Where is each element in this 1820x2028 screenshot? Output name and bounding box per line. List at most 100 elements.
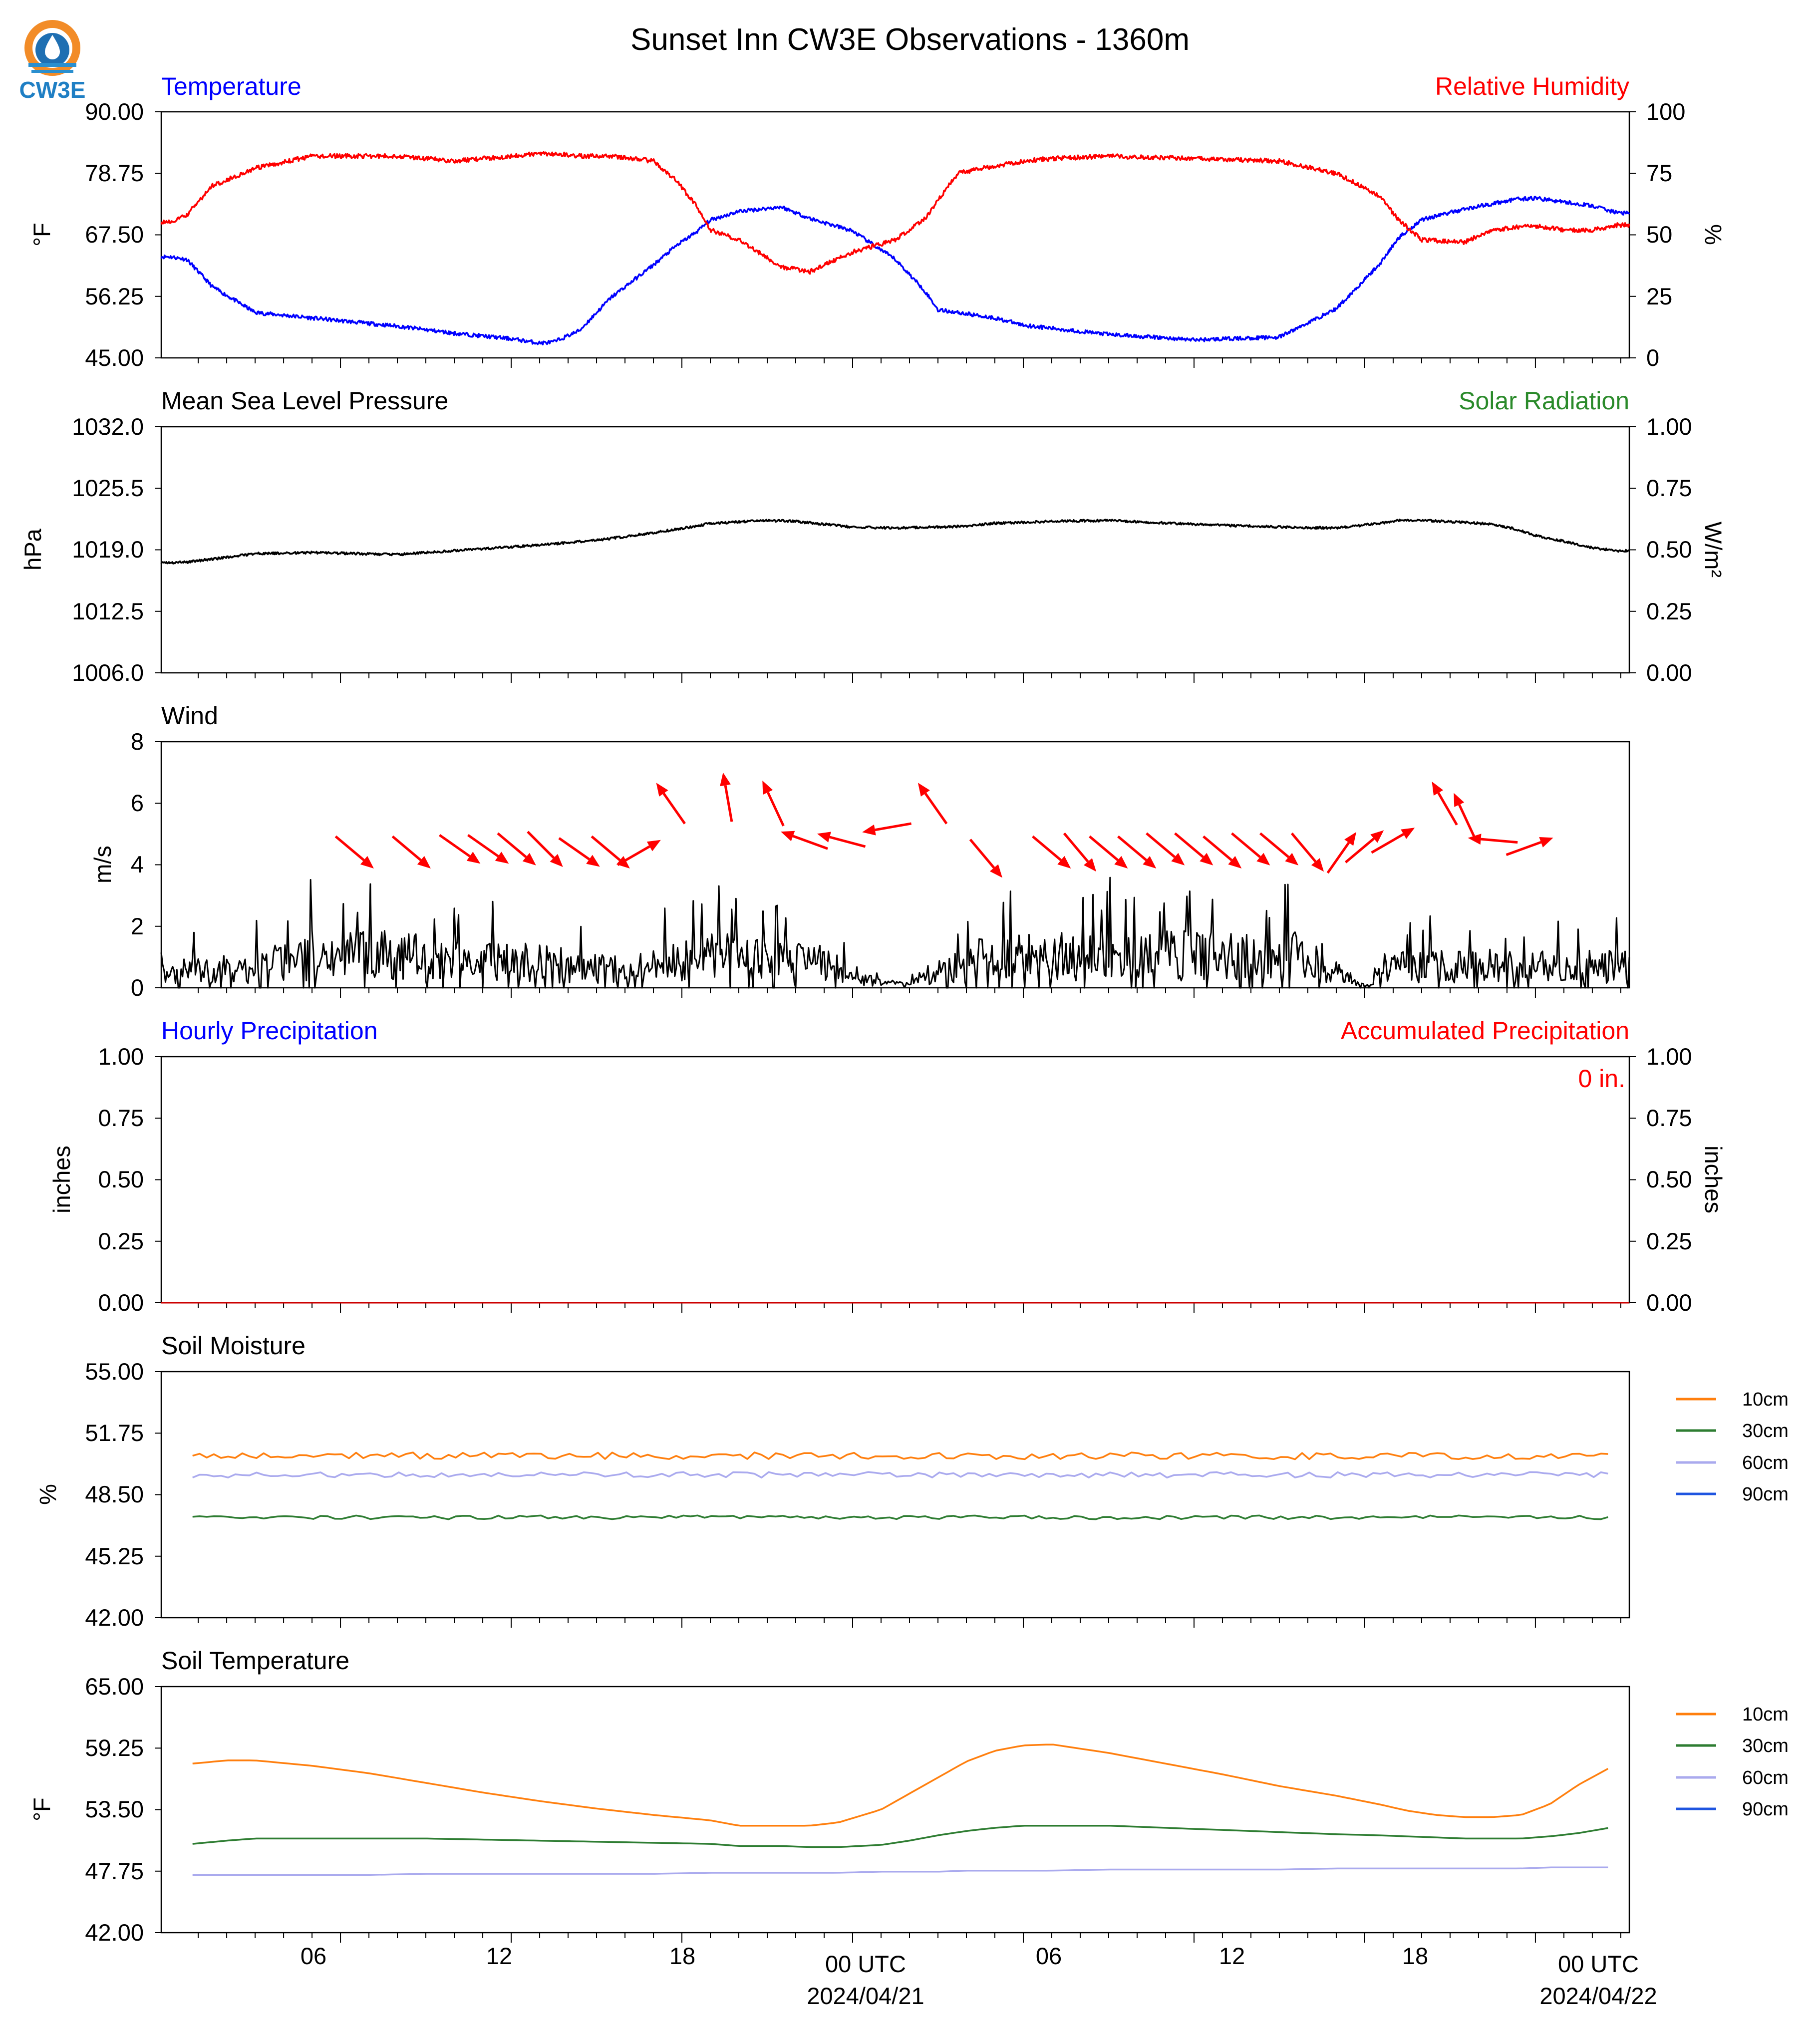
ytick-3: 56.25	[85, 283, 144, 309]
ytick-1: 78.75	[85, 160, 144, 186]
wind-arrow-head-4	[522, 853, 536, 866]
wind-arrow-shaft-4	[497, 832, 527, 859]
ytick-0: 90.00	[85, 98, 144, 125]
ylabel-right: %	[1700, 224, 1727, 245]
ylabel-left: %	[34, 1484, 61, 1505]
ytick-right-3: 25	[1646, 283, 1672, 309]
xtick-label-00utc: 00 UTC	[1558, 1951, 1639, 1977]
ytick-2: 48.50	[85, 1481, 144, 1507]
wind-arrow-shaft-0	[334, 835, 365, 862]
wind-arrow-shaft-8	[616, 845, 650, 866]
ytick-right-0: 100	[1646, 98, 1685, 125]
ytick-right-1: 0.75	[1646, 1105, 1692, 1131]
wind-arrow-head-0	[360, 856, 374, 869]
wind-arrow-shaft-25	[1259, 832, 1289, 859]
ylabel-left: m/s	[89, 846, 116, 883]
wind-arrow-shaft-33	[1506, 841, 1541, 856]
wind-arrow-shaft-29	[1371, 833, 1404, 854]
ytick-0: 1.00	[98, 1043, 144, 1070]
soil-temperature-10cm-line	[192, 1743, 1609, 1827]
wind-arrow-shaft-20	[1117, 835, 1148, 862]
wind-title: Wind	[161, 702, 218, 730]
wind-arrow-shaft-7	[591, 835, 621, 862]
ytick-right-0: 1.00	[1646, 1043, 1692, 1070]
ytick-right-2: 0.50	[1646, 536, 1692, 563]
wind-arrow-shaft-14	[875, 822, 912, 832]
legend-label-60cm: 60cm	[1742, 1767, 1789, 1788]
logo-text: CW3E	[19, 77, 86, 103]
xtick-label-06: 06	[1036, 1943, 1062, 1969]
wind-arrow-shaft-23	[1203, 835, 1232, 862]
wind-arrow-head-11	[762, 780, 773, 795]
wind-arrow-head-32	[1468, 834, 1482, 845]
wind-arrow-head-31	[1454, 793, 1465, 807]
ytick-4: 42.00	[85, 1604, 144, 1631]
ytick-right-0: 1.00	[1646, 413, 1692, 440]
wind-arrow-head-3	[495, 852, 509, 864]
wind-arrow-shaft-9	[662, 793, 686, 825]
xtick-label-18: 18	[1402, 1943, 1428, 1969]
ytick-right-1: 0.75	[1646, 475, 1692, 501]
ytick-1: 51.75	[85, 1420, 144, 1446]
ytick-4: 1006.0	[72, 659, 144, 686]
wind-arrow-shaft-31	[1458, 804, 1476, 839]
wind-arrow-head-12	[781, 831, 795, 842]
ytick-right-3: 0.25	[1646, 1228, 1692, 1254]
wind-arrow-shaft-27	[1326, 842, 1350, 874]
wind-arrow-shaft-16	[969, 839, 995, 869]
wind-arrow-head-23	[1228, 856, 1242, 869]
ytick-0: 1032.0	[72, 413, 144, 440]
soil-moisture-60cm-line	[192, 1471, 1608, 1479]
wind-arrow-shaft-26	[1290, 832, 1317, 863]
ytick-3: 0.25	[98, 1228, 144, 1254]
xtick-label-12: 12	[486, 1943, 512, 1969]
wind-arrow-head-14	[862, 824, 876, 836]
wind-arrow-shaft-30	[1437, 792, 1458, 826]
ytick-1: 59.25	[85, 1735, 144, 1761]
ylabel-right: inches	[1700, 1146, 1727, 1213]
wind-arrow-head-30	[1432, 781, 1444, 796]
x-axis-labels: 06 12 18 00 UTC 06 12 18 00 UTC 2024/04/…	[301, 1943, 1657, 2009]
wind-arrow-head-1	[417, 856, 431, 869]
soil-moisture-30cm-line	[192, 1514, 1608, 1520]
ytick-2: 0.50	[98, 1166, 144, 1192]
temperature-humidity-panel: Temperature Relative Humidity 90.00 78.7…	[28, 72, 1727, 371]
soil-moisture-title: Soil Moisture	[161, 1332, 305, 1360]
figure-title: Sunset Inn CW3E Observations - 1360m	[630, 22, 1190, 57]
wind-arrow-head-26	[1311, 858, 1324, 872]
wind-arrow-head-22	[1200, 853, 1213, 866]
soil-temperature-title: Soil Temperature	[161, 1647, 349, 1675]
xtick-label-06: 06	[301, 1943, 326, 1969]
wind-arrow-head-6	[586, 855, 600, 867]
wind-arrow-shaft-11	[767, 792, 785, 827]
accum-precip-total: 0 in.	[1578, 1065, 1625, 1093]
wind-arrow-head-9	[656, 783, 668, 797]
ytick-4: 0.00	[98, 1289, 144, 1316]
humidity-title: Relative Humidity	[1435, 72, 1629, 100]
wind-arrow-shaft-10	[724, 785, 733, 822]
solar-title: Solar Radiation	[1459, 387, 1629, 415]
ytick-right-4: 0.00	[1646, 659, 1692, 686]
wind-arrow-shaft-21	[1146, 832, 1176, 859]
wind-arrow-shaft-1	[391, 835, 422, 862]
wind-arrow-shaft-28	[1344, 838, 1375, 864]
pressure-line	[160, 519, 1630, 565]
wind-arrow-head-8	[646, 840, 661, 852]
plot-layer	[155, 111, 1636, 1943]
ytick-2: 4	[131, 851, 144, 877]
date-label-2: 2024/04/22	[1539, 1983, 1657, 2009]
wind-arrow-head-18	[1084, 858, 1097, 872]
ytick-2: 53.50	[85, 1796, 144, 1822]
ytick-3: 1012.5	[72, 598, 144, 624]
legend-label-90cm: 90cm	[1742, 1484, 1789, 1505]
legend-label-10cm: 10cm	[1742, 1704, 1789, 1725]
date-label-1: 2024/04/21	[807, 1983, 924, 2009]
accum-precip-title: Accumulated Precipitation	[1341, 1017, 1629, 1045]
wind-speed-line	[160, 876, 1630, 989]
wind-arrow-shaft-32	[1481, 838, 1518, 844]
ytick-2: 1019.0	[72, 536, 144, 563]
ytick-right-4: 0.00	[1646, 1289, 1692, 1316]
wind-arrow-shaft-18	[1063, 832, 1089, 863]
wind-arrow-head-16	[989, 864, 1002, 878]
